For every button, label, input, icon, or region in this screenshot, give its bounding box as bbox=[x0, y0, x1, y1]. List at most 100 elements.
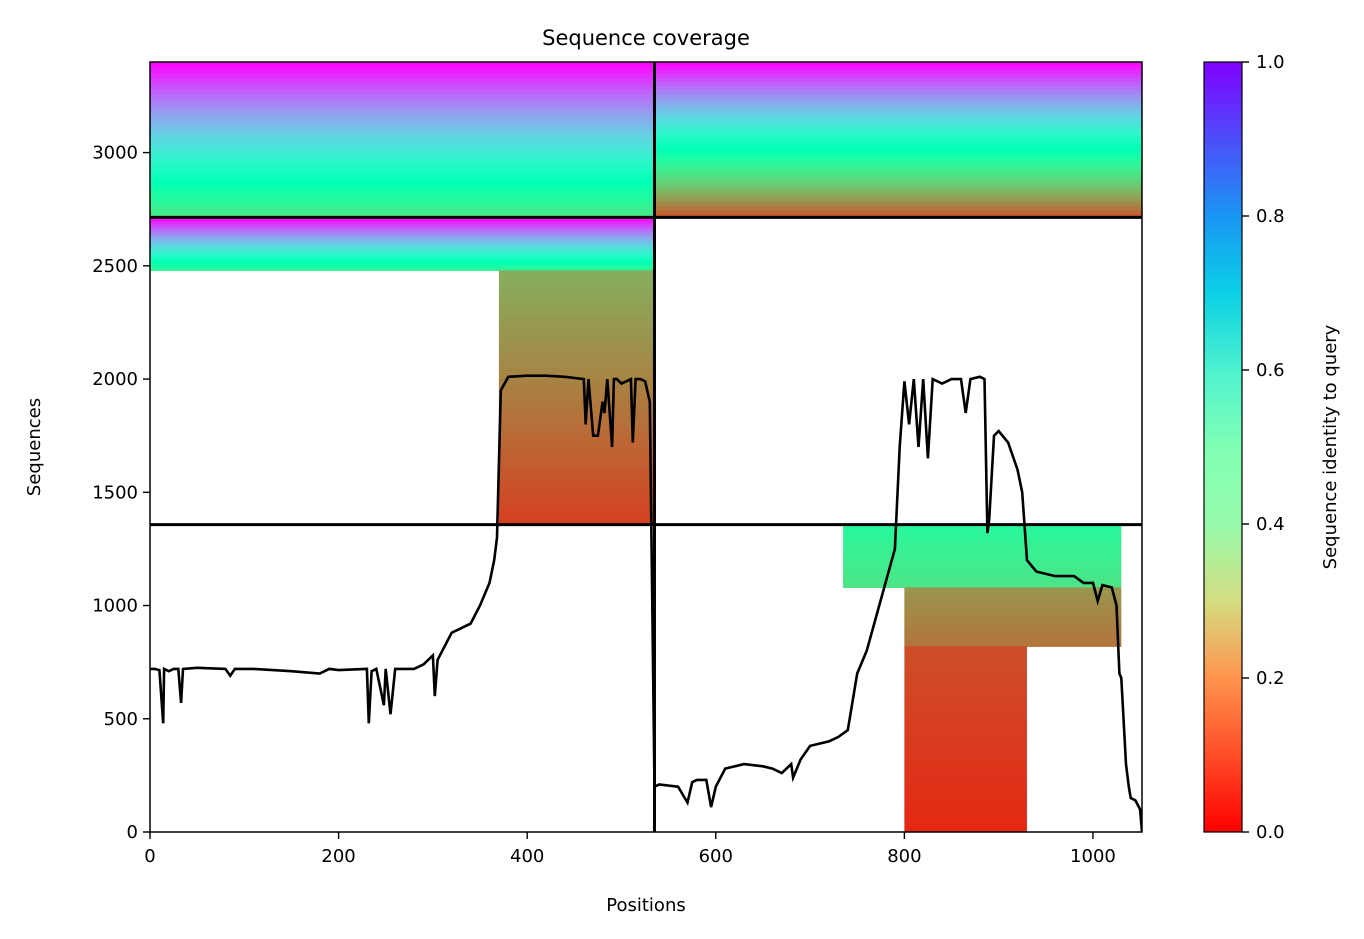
coverage-band bbox=[498, 467, 655, 475]
coverage-band bbox=[654, 112, 1142, 117]
coverage-band bbox=[843, 548, 1122, 551]
coverage-band bbox=[904, 767, 1027, 773]
coverage-band bbox=[904, 643, 1122, 646]
coverage-band bbox=[150, 62, 655, 67]
coverage-band bbox=[654, 85, 1142, 90]
y-tick-label: 2500 bbox=[92, 256, 138, 277]
coverage-band bbox=[904, 612, 1122, 615]
coverage-band bbox=[498, 410, 655, 418]
coverage-band bbox=[498, 302, 655, 310]
coverage-band bbox=[904, 822, 1027, 828]
coverage-band bbox=[150, 265, 655, 267]
coverage-band bbox=[904, 615, 1122, 618]
y-tick-label: 1000 bbox=[92, 596, 138, 617]
coverage-band bbox=[654, 81, 1142, 86]
coverage-band bbox=[654, 209, 1142, 215]
coverage-band bbox=[150, 253, 655, 256]
coverage-band bbox=[843, 568, 1122, 571]
coverage-band bbox=[150, 226, 655, 229]
coverage-band bbox=[150, 250, 655, 253]
coverage-band bbox=[654, 104, 1142, 110]
coverage-band bbox=[150, 238, 655, 241]
x-axis-label: Positions bbox=[606, 895, 685, 916]
coverage-band bbox=[904, 594, 1122, 597]
coverage-band bbox=[843, 584, 1122, 587]
coverage-band bbox=[150, 69, 655, 75]
coverage-band bbox=[150, 89, 655, 94]
coverage-band bbox=[904, 734, 1027, 740]
coverage-band bbox=[150, 257, 655, 260]
coverage-band bbox=[843, 567, 1122, 570]
coverage-band bbox=[904, 590, 1122, 593]
coverage-band bbox=[843, 537, 1122, 540]
coverage-band bbox=[843, 582, 1122, 585]
coverage-band bbox=[150, 93, 655, 98]
coverage-band bbox=[654, 96, 1142, 102]
coverage-band bbox=[654, 120, 1142, 125]
coverage-band bbox=[654, 116, 1142, 121]
coverage-band bbox=[904, 706, 1027, 712]
coverage-band bbox=[904, 635, 1122, 639]
coverage-band bbox=[904, 692, 1027, 698]
coverage-band bbox=[843, 538, 1122, 541]
coverage-band bbox=[843, 576, 1122, 579]
coverage-band bbox=[843, 565, 1122, 568]
coverage-band bbox=[150, 186, 655, 191]
coverage-band bbox=[498, 378, 655, 386]
coverage-band bbox=[654, 159, 1142, 164]
coverage-band bbox=[654, 93, 1142, 98]
coverage-band bbox=[150, 205, 655, 211]
coverage-band bbox=[904, 729, 1027, 736]
coverage-band bbox=[498, 333, 655, 341]
coverage-band bbox=[654, 178, 1142, 184]
coverage-band bbox=[904, 634, 1122, 637]
coverage-band bbox=[498, 435, 655, 443]
coverage-band bbox=[150, 104, 655, 110]
coverage-band bbox=[150, 262, 655, 265]
coverage-band bbox=[904, 757, 1027, 763]
coverage-band bbox=[498, 442, 655, 449]
plot-area bbox=[150, 62, 1142, 832]
coverage-band bbox=[654, 69, 1142, 75]
coverage-band bbox=[904, 613, 1122, 616]
coverage-band bbox=[904, 587, 1122, 590]
coverage-band bbox=[843, 563, 1122, 567]
coverage-band bbox=[904, 640, 1122, 643]
x-tick-label: 0 bbox=[144, 846, 155, 867]
coverage-band bbox=[904, 644, 1122, 647]
coverage-band bbox=[654, 190, 1142, 195]
coverage-band bbox=[904, 799, 1027, 805]
coverage-band bbox=[654, 108, 1142, 114]
coverage-band bbox=[498, 321, 655, 329]
coverage-band bbox=[654, 135, 1142, 141]
coverage-band bbox=[498, 365, 655, 373]
coverage-band bbox=[150, 242, 655, 245]
coverage-band bbox=[150, 147, 655, 152]
coverage-band bbox=[150, 269, 655, 271]
coverage-band bbox=[150, 100, 655, 106]
coverage-band bbox=[150, 234, 655, 237]
coverage-band bbox=[654, 205, 1142, 211]
coverage-band bbox=[150, 190, 655, 195]
coverage-band bbox=[843, 527, 1122, 530]
x-tick-label: 600 bbox=[699, 846, 733, 867]
coverage-band bbox=[654, 170, 1142, 176]
colorbar-label: Sequence identity to query bbox=[1320, 324, 1341, 569]
coverage-band bbox=[904, 743, 1027, 750]
coverage-band bbox=[150, 209, 655, 215]
coverage-band bbox=[150, 247, 655, 250]
coverage-band bbox=[904, 628, 1122, 631]
coverage-band bbox=[654, 100, 1142, 106]
coverage-band bbox=[843, 535, 1122, 538]
coverage-band bbox=[150, 223, 655, 226]
x-tick-label: 800 bbox=[887, 846, 921, 867]
coverage-band bbox=[843, 578, 1122, 581]
coverage-band bbox=[150, 230, 655, 233]
y-tick-label: 500 bbox=[104, 709, 138, 730]
coverage-band bbox=[150, 166, 655, 172]
coverage-line bbox=[150, 374, 1142, 832]
coverage-band bbox=[904, 618, 1122, 621]
coverage-band bbox=[904, 739, 1027, 745]
coverage-band bbox=[654, 65, 1142, 71]
